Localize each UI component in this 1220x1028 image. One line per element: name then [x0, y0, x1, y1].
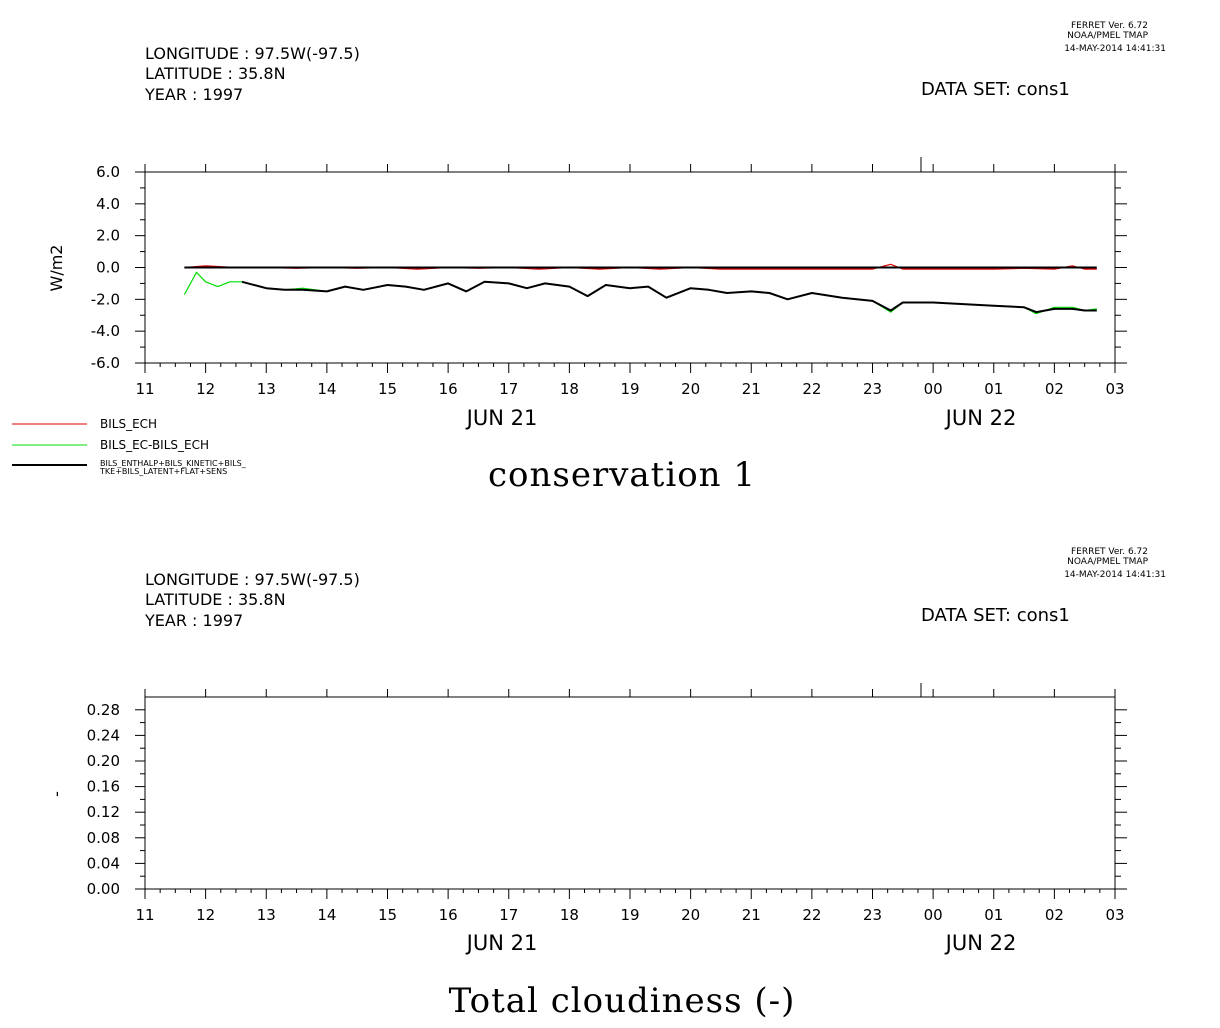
y-tick-label: 0.00 [87, 880, 120, 898]
x-tick-label: 21 [742, 906, 761, 924]
dataset-label: DATA SET: cons1 [921, 605, 1070, 626]
ferret-org-stamp: NOAA/PMEL TMAP [1067, 31, 1148, 41]
x-tick-label: 02 [1045, 380, 1064, 398]
year-label: YEAR : 1997 [144, 85, 243, 104]
x-tick-label: 21 [742, 380, 761, 398]
legend-label-bils-ec-diff: BILS_EC-BILS_ECH [100, 438, 209, 452]
plot-2-frame [144, 696, 1116, 890]
x-tick-label: 12 [196, 906, 215, 924]
y-tick-label: -4.0 [91, 322, 120, 340]
x-tick-label: 02 [1045, 906, 1064, 924]
plot-1-series [183, 263, 1097, 315]
y-tick-label: -6.0 [91, 354, 120, 372]
dataset-label: DATA SET: cons1 [921, 79, 1070, 100]
year-label: YEAR : 1997 [144, 611, 243, 630]
y-tick-label: 6.0 [96, 163, 120, 181]
plot-2-axes: 11 12 13 14 15 16 17 18 19 20 21 22 23 00 01 02 03 0.28 0.… [87, 689, 1127, 924]
y-tick-label: 0.12 [87, 803, 120, 821]
y-tick-label: 0.0 [96, 259, 120, 277]
y-tick-label: 0.28 [87, 701, 120, 719]
plot-1-axes: 11 12 13 14 15 16 17 18 19 20 21 22 23 00 01 02 03 6.0 4.0… [91, 163, 1127, 398]
x-tick-label: 01 [984, 380, 1003, 398]
plot-2-date-label-jun21: JUN 21 [465, 931, 538, 955]
y-tick-label: 0.16 [87, 778, 120, 796]
y-tick-label: 4.0 [96, 195, 120, 213]
legend: BILS_ECH BILS_EC-BILS_ECH BILS_ENTHALP+B… [12, 417, 247, 476]
plot-1-date-label-jun21: JUN 21 [465, 406, 538, 430]
x-tick-label: 17 [499, 380, 518, 398]
x-tick-label: 16 [439, 906, 458, 924]
y-tick-label: 0.24 [87, 726, 120, 744]
x-tick-label: 15 [378, 380, 397, 398]
plot-2-title: Total cloudiness (-) [449, 981, 796, 1021]
x-tick-label: 16 [439, 380, 458, 398]
ferret-version-stamp: FERRET Ver. 6.72 [1071, 547, 1148, 557]
x-tick-label: 11 [135, 906, 154, 924]
plot-1-ylabel: W/m2 [47, 245, 66, 292]
legend-label-bils-sum-line1: BILS_ENTHALP+BILS_KINETIC+BILS_ [100, 459, 247, 468]
x-tick-label: 20 [681, 380, 700, 398]
x-tick-label: 14 [317, 380, 336, 398]
x-tick-label: 00 [924, 380, 943, 398]
x-tick-label: 11 [135, 380, 154, 398]
ferret-date-stamp: 14-MAY-2014 14:41:31 [1064, 44, 1166, 54]
x-tick-label: 18 [560, 380, 579, 398]
x-tick-label: 13 [257, 906, 276, 924]
plot-2-date-label-jun22: JUN 22 [944, 931, 1017, 955]
x-tick-label: 19 [620, 380, 639, 398]
x-tick-label: 15 [378, 906, 397, 924]
ferret-org-stamp: NOAA/PMEL TMAP [1067, 557, 1148, 567]
longitude-label: LONGITUDE : 97.5W(-97.5) [145, 44, 360, 63]
legend-label-bils-sum-line2: TKE+BILS_LATENT+FLAT+SENS [99, 467, 227, 476]
series-line-bils-ec-diff [183, 271, 1097, 315]
x-tick-label: 03 [1105, 380, 1124, 398]
y-tick-label: 2.0 [96, 227, 120, 245]
x-tick-label: 18 [560, 906, 579, 924]
x-tick-label: 19 [620, 906, 639, 924]
latitude-label: LATITUDE : 35.8N [145, 64, 286, 83]
longitude-label: LONGITUDE : 97.5W(-97.5) [145, 570, 360, 589]
ferret-date-stamp: 14-MAY-2014 14:41:31 [1064, 570, 1166, 580]
x-tick-label: 13 [257, 380, 276, 398]
plot-1: LONGITUDE : 97.5W(-97.5) LATITUDE : 35.8… [47, 21, 1166, 495]
x-tick-label: 20 [681, 906, 700, 924]
y-tick-label: 0.08 [87, 829, 120, 847]
ferret-version-stamp: FERRET Ver. 6.72 [1071, 21, 1148, 31]
x-tick-label: 12 [196, 380, 215, 398]
x-tick-label: 23 [863, 380, 882, 398]
latitude-label: LATITUDE : 35.8N [145, 590, 286, 609]
x-tick-label: 22 [802, 380, 821, 398]
x-tick-label: 17 [499, 906, 518, 924]
y-tick-label: 0.04 [87, 854, 120, 872]
x-tick-label: 14 [317, 906, 336, 924]
x-tick-label: 01 [984, 906, 1003, 924]
y-tick-label: -2.0 [91, 290, 120, 308]
plot-2-ylabel: - [47, 791, 66, 797]
x-tick-label: 22 [802, 906, 821, 924]
x-tick-label: 00 [924, 906, 943, 924]
legend-label-bils-ech: BILS_ECH [100, 417, 157, 431]
y-tick-label: 0.20 [87, 752, 120, 770]
plot-1-date-label-jun22: JUN 22 [944, 406, 1017, 430]
x-tick-label: 03 [1105, 906, 1124, 924]
plot-2: LONGITUDE : 97.5W(-97.5) LATITUDE : 35.8… [47, 547, 1166, 1021]
plot-1-title: conservation 1 [488, 455, 756, 495]
x-tick-label: 23 [863, 906, 882, 924]
series-line-bils-sum [241, 280, 1097, 314]
